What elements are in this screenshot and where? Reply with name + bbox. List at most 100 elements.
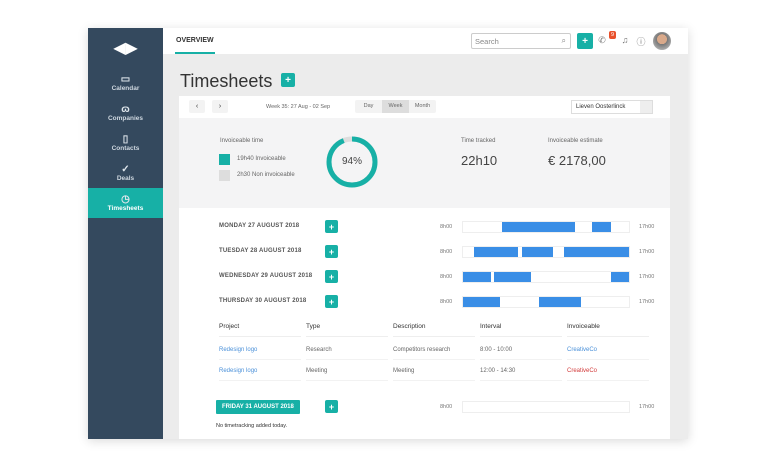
timeline-track [462,271,630,283]
time-tracked-value: 22h10 [461,153,498,168]
page-title: Timesheets [180,71,273,91]
time-block[interactable] [610,272,629,282]
table-cell: 12:00 - 14:30 [480,368,562,381]
time-tracked-label: Time tracked [461,138,496,144]
invoiceable-label: Invoiceable time [220,138,264,144]
timeline-track [462,401,630,413]
table-cell: Competitors research [393,347,475,360]
percent-ring [326,136,378,188]
add-entry-button[interactable]: + [325,400,338,413]
invoiceable-swatch [219,154,230,165]
time-block[interactable] [592,222,611,232]
timeline-start: 8h00 [440,274,453,280]
calendar-icon: ▭ [120,74,131,85]
non-invoiceable-swatch [219,170,230,181]
time-block[interactable] [474,247,519,257]
add-entry-button[interactable]: + [325,270,338,283]
sidebar-item-calendar[interactable]: ▭ Calendar [111,74,140,92]
timeline-track [462,296,630,308]
day-friday-button[interactable]: FRIDAY 31 AUGUST 2018 [216,400,300,414]
table-cell: Meeting [393,368,475,381]
week-label: Week 35: 27 Aug - 02 Sep [266,104,331,110]
timeline-end: 17h00 [639,274,655,280]
logo-icon: ◀▶ [113,40,138,57]
timeline-track [462,246,630,258]
prev-week-button[interactable]: ‹ [189,100,205,113]
app-window: ◀▶ ▭ Calendar ɷ Companies ▯ Contacts ✓ Deals… [88,28,688,439]
time-block[interactable] [538,297,582,307]
search-icon: ⌕ [561,36,566,45]
timeline-track [462,221,630,233]
chevron-down-icon [640,101,652,113]
sidebar-item-companies[interactable]: ɷ Companies [107,104,144,122]
table-cell[interactable]: CreativeCo [567,347,649,360]
timeline-end: 17h00 [639,224,655,230]
non-invoiceable-value: 2h30 Non invoiceable [237,172,295,178]
tab-overview[interactable]: OVERVIEW [175,28,215,54]
summary-panel: Invoiceable time 19h40 Invoiceable 2h30 … [179,118,670,208]
help-icon[interactable]: ⓘ [636,37,646,47]
time-block[interactable] [564,247,629,257]
time-block[interactable] [463,272,491,282]
time-block[interactable] [522,247,554,257]
column-header: Invoiceable [567,323,649,337]
avatar[interactable] [653,32,671,50]
timer-icon: ◷ [121,194,130,205]
estimate-label: Invoiceable estimate [548,138,603,144]
table-cell[interactable]: Redesign logo [219,368,301,381]
estimate-value: € 2178,00 [548,153,606,168]
add-entry-button[interactable]: + [325,245,338,258]
timeline-end: 17h00 [639,404,655,410]
day-label: TUESDAY 28 AUGUST 2018 [219,248,302,254]
timeline-end: 17h00 [639,299,655,305]
phone-icon[interactable]: ✆ [598,35,606,45]
view-week[interactable]: Week [382,100,409,113]
time-block[interactable] [463,297,500,307]
sidebar: ◀▶ ▭ Calendar ɷ Companies ▯ Contacts ✓ Deals… [88,28,163,439]
timeline-end: 17h00 [639,249,655,255]
bell-icon[interactable]: ♫ [621,35,629,45]
day-label: MONDAY 27 AUGUST 2018 [219,223,300,229]
sidebar-item-deals[interactable]: ✓ Deals [116,164,135,182]
time-block[interactable] [494,272,532,282]
top-bar: OVERVIEW Search ⌕ + ✆ 9 ♫ ⓘ [163,28,688,54]
add-entry-button[interactable]: + [325,220,338,233]
time-block[interactable] [501,222,576,232]
ring-fill [326,136,378,188]
percent-label: 94% [341,156,362,167]
deals-icon: ✓ [121,164,130,175]
companies-icon: ɷ [121,104,130,115]
add-entry-button[interactable]: + [325,295,338,308]
day-label: WEDNESDAY 29 AUGUST 2018 [219,273,313,279]
day-label: THURSDAY 30 AUGUST 2018 [219,298,307,304]
add-timesheet-button[interactable]: + [281,73,295,87]
timeline-start: 8h00 [440,299,453,305]
view-switch: Day Week Month [355,100,436,113]
add-button[interactable]: + [577,33,593,49]
view-month[interactable]: Month [414,103,431,109]
sidebar-item-contacts[interactable]: ▯ Contacts [111,134,140,152]
search-input[interactable]: Search ⌕ [471,33,571,49]
timeline-start: 8h00 [440,404,453,410]
toolbar: ‹ › Week 35: 27 Aug - 02 Sep Day Week Mo… [179,96,670,118]
notification-badge: 9 [609,31,617,39]
view-day[interactable]: Day [363,103,374,109]
column-header: Project [219,323,301,337]
column-header: Description [393,323,475,337]
next-week-button[interactable]: › [212,100,228,113]
table-cell: Research [306,347,388,360]
timeline-start: 8h00 [440,249,453,255]
empty-message: No timetracking added today. [216,423,288,429]
sidebar-item-timesheets[interactable]: ◷ Timesheets [88,188,163,218]
user-select[interactable]: Lieven Oosterlinck [571,100,653,114]
column-header: Interval [480,323,562,337]
column-header: Type [306,323,388,337]
table-cell[interactable]: Redesign logo [219,347,301,360]
user-name: Lieven Oosterlinck [576,104,626,110]
table-cell: 8:00 - 10:00 [480,347,562,360]
table-cell[interactable]: CreativeCo [567,368,649,381]
timeline-start: 8h00 [440,224,453,230]
invoiceable-value: 19h40 Invoiceable [237,156,286,162]
contacts-icon: ▯ [122,134,129,145]
timesheet-card: ‹ › Week 35: 27 Aug - 02 Sep Day Week Mo… [179,96,670,439]
